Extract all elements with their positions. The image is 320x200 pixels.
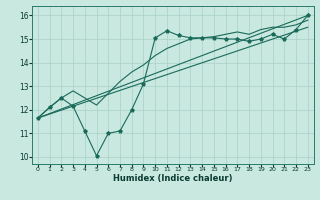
X-axis label: Humidex (Indice chaleur): Humidex (Indice chaleur) bbox=[113, 174, 233, 183]
